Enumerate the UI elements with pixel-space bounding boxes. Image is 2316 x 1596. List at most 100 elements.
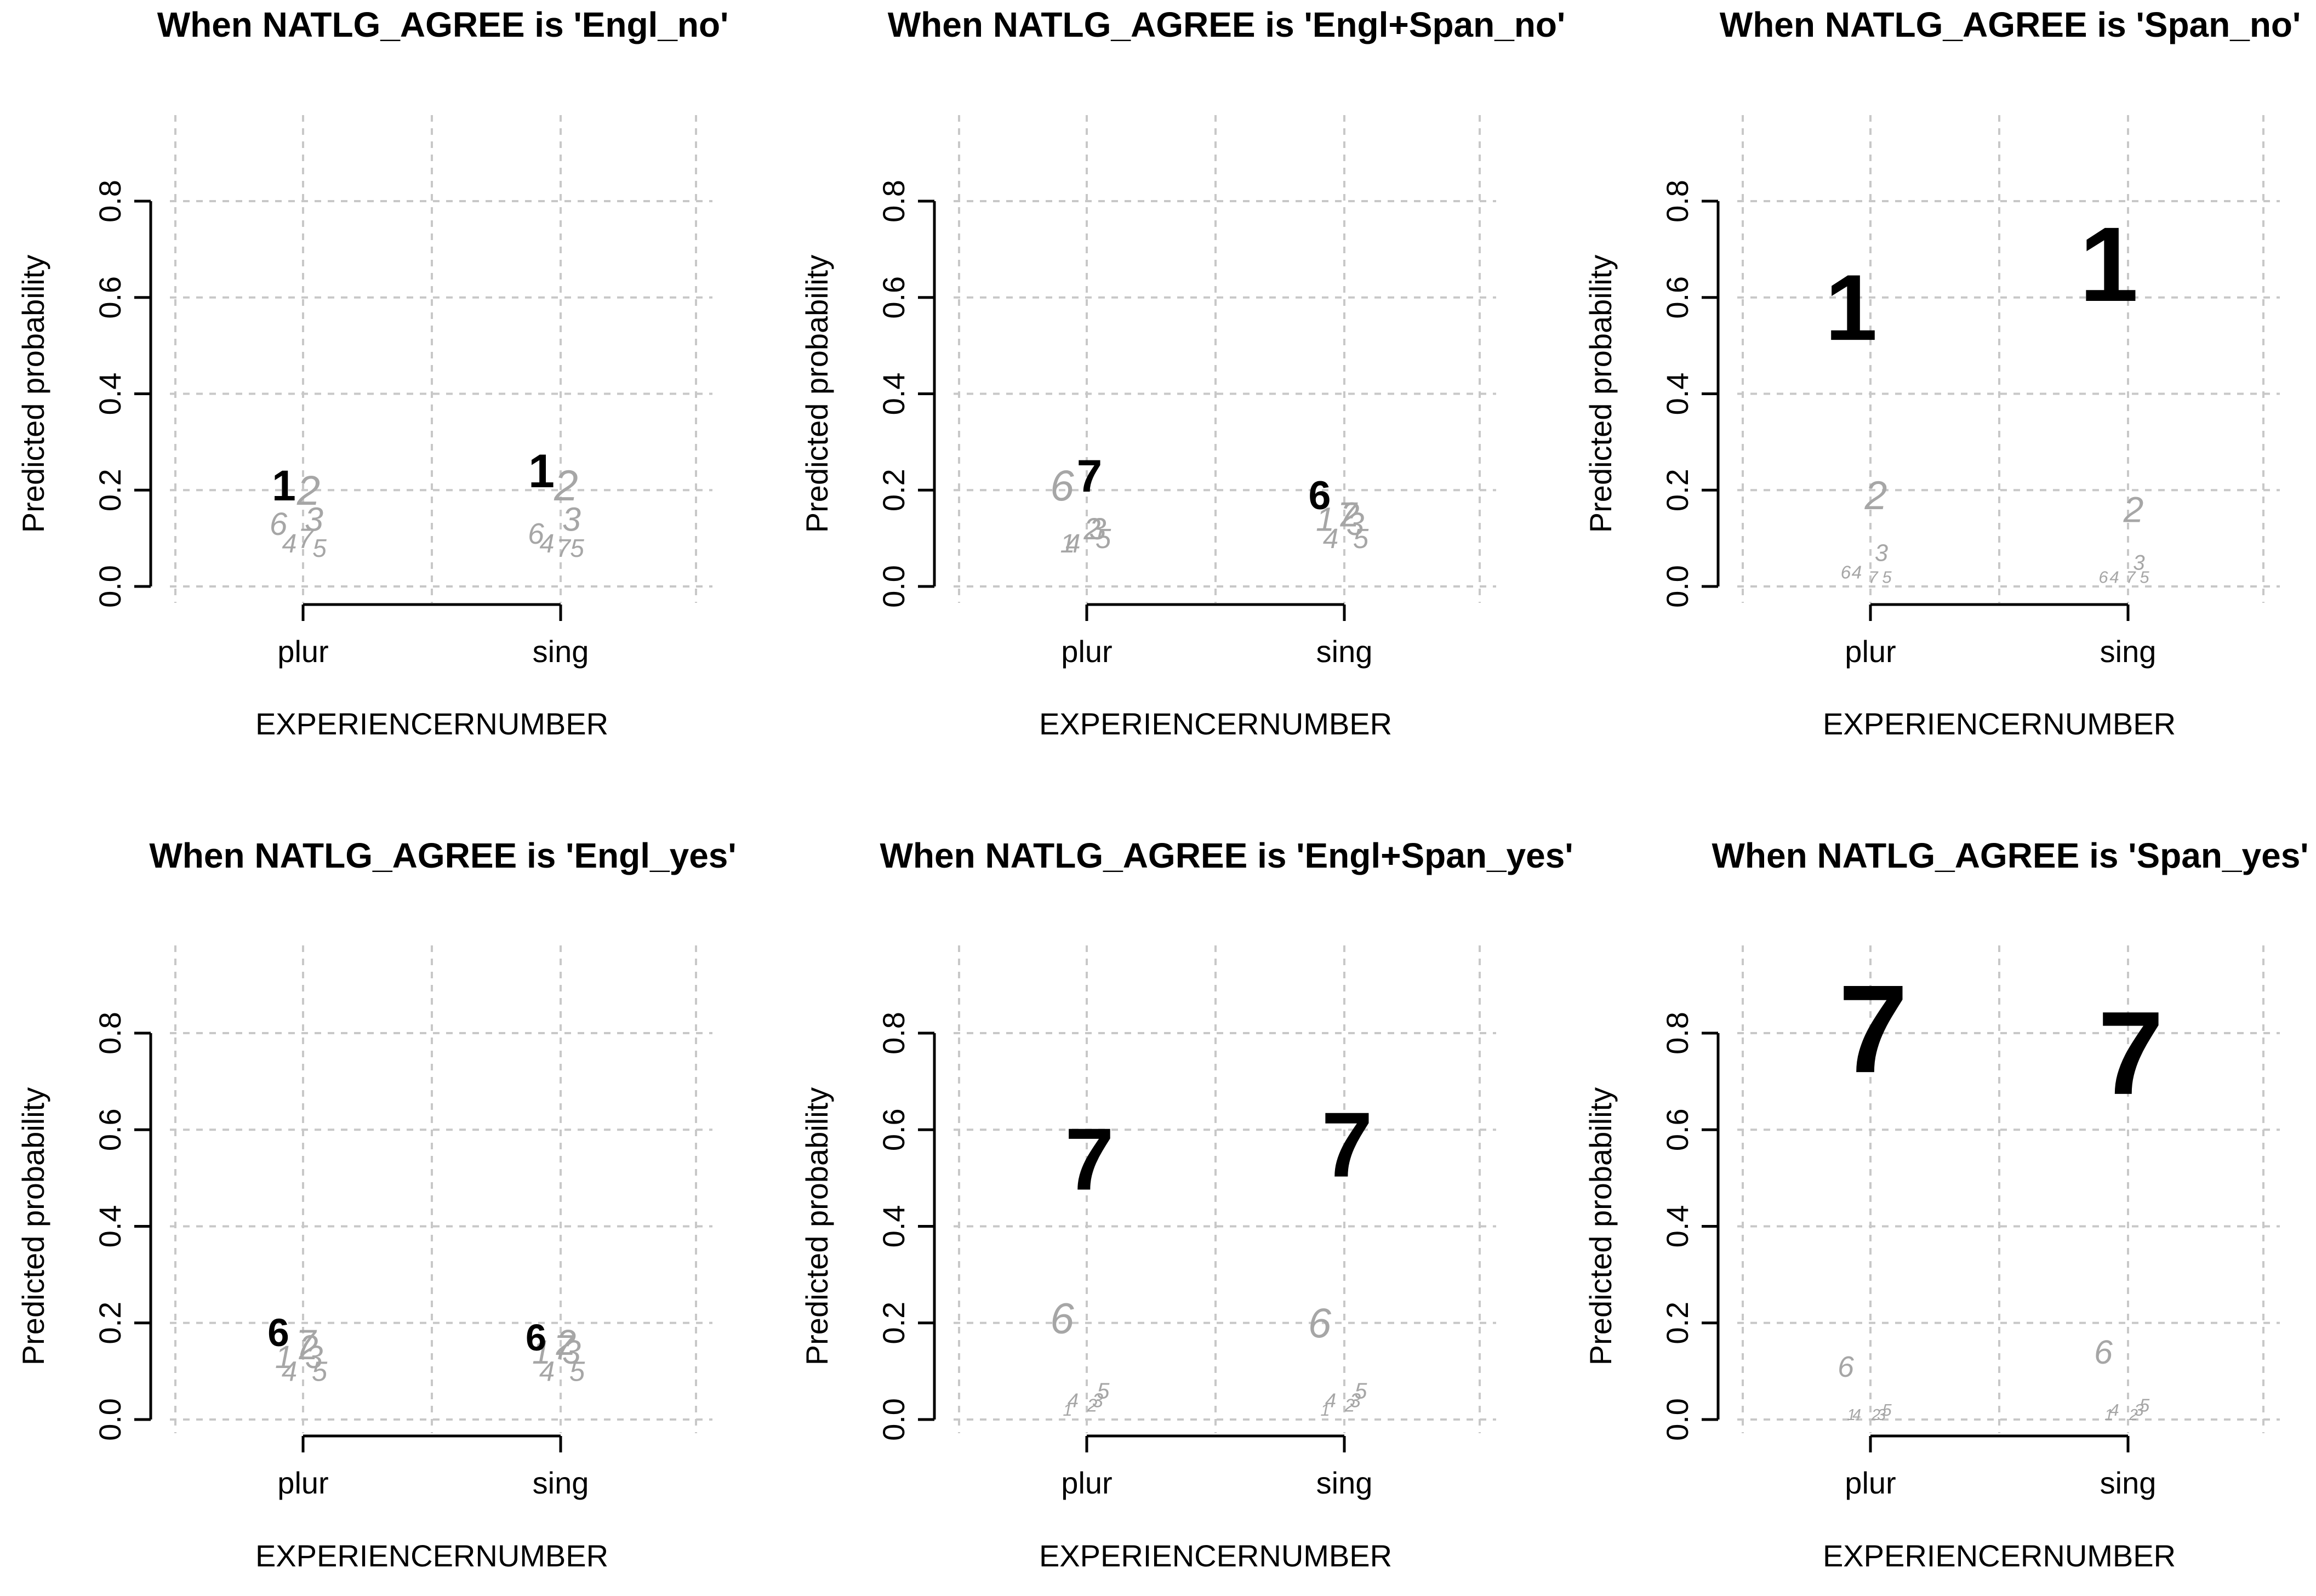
point-label-7-plur: 7 bbox=[1838, 959, 1908, 1099]
point-label-3-sing: 3 bbox=[1350, 1389, 1361, 1411]
y-tick-label: 0.0 bbox=[93, 1398, 127, 1441]
point-label-5-sing: 5 bbox=[2140, 567, 2149, 586]
y-tick-label: 0.6 bbox=[876, 276, 911, 319]
point-label-6-plur: 6 bbox=[270, 506, 288, 542]
point-label-3-sing: 3 bbox=[2134, 1400, 2143, 1420]
x-tick-label-sing: sing bbox=[2100, 1466, 2157, 1500]
point-label-6-sing: 6 bbox=[2098, 567, 2108, 586]
point-label-2-plur: 2 bbox=[1087, 1395, 1098, 1416]
point-label-5-plur: 5 bbox=[1882, 1400, 1892, 1420]
point-label-5-sing: 5 bbox=[569, 1356, 585, 1387]
point-label-1-plur: 1 bbox=[1060, 529, 1075, 558]
y-axis-label: Predicted probability bbox=[16, 255, 50, 533]
panel-6: 0.0 0.2 0.4 0.6 0.8 plur sing When NATLG_AGREE … bbox=[1583, 836, 2309, 1573]
y-axis-label: Predicted probability bbox=[16, 1087, 50, 1365]
point-label-5-plur: 5 bbox=[312, 1356, 328, 1387]
x-tick-label-sing: sing bbox=[2100, 634, 2157, 669]
y-tick-label: 0.8 bbox=[93, 180, 127, 223]
x-tick-label-plur: plur bbox=[1061, 1466, 1112, 1500]
y-tick-label: 0.2 bbox=[1660, 469, 1695, 511]
point-label-4-sing: 4 bbox=[1323, 523, 1338, 554]
point-label-2-plur: 2 bbox=[298, 1329, 318, 1367]
point-label-6-plur: 6 bbox=[1838, 1351, 1854, 1383]
point-label-1-plur: 1 bbox=[1063, 1400, 1072, 1420]
y-tick-label: 0.8 bbox=[93, 1012, 127, 1054]
x-axis-label: EXPERIENCERNUMBER bbox=[255, 1538, 608, 1573]
point-label-3-sing: 3 bbox=[562, 1333, 581, 1371]
x-tick-label-plur: plur bbox=[1845, 634, 1896, 669]
point-label-5-plur: 5 bbox=[1096, 523, 1111, 554]
y-tick-label: 0.8 bbox=[1660, 1012, 1695, 1054]
point-label-5-sing: 5 bbox=[2140, 1395, 2150, 1416]
point-label-7-sing: 7 bbox=[1321, 1093, 1373, 1196]
panel-title: When NATLG_AGREE is 'Engl+Span_yes' bbox=[880, 836, 1573, 875]
point-label-6-sing: 6 bbox=[526, 1316, 546, 1359]
point-label-3-plur: 3 bbox=[305, 1340, 323, 1375]
x-axis-label: EXPERIENCERNUMBER bbox=[1823, 1538, 2176, 1573]
point-label-5-plur: 5 bbox=[312, 534, 327, 562]
y-tick-label: 0.0 bbox=[876, 565, 911, 608]
y-tick-label: 0.6 bbox=[1660, 276, 1695, 319]
y-tick-label: 0.4 bbox=[93, 373, 127, 415]
x-axis-label: EXPERIENCERNUMBER bbox=[1039, 1538, 1392, 1573]
panel-title: When NATLG_AGREE is 'Span_yes' bbox=[1712, 836, 2308, 875]
point-label-5-plur: 5 bbox=[1097, 1378, 1110, 1403]
x-axis-label: EXPERIENCERNUMBER bbox=[1823, 706, 2176, 741]
point-label-6-plur: 6 bbox=[1050, 1294, 1074, 1342]
point-label-6-sing: 6 bbox=[2094, 1333, 2113, 1371]
point-label-1-sing: 1 bbox=[1320, 1400, 1330, 1420]
y-axis-label: Predicted probability bbox=[1583, 1087, 1618, 1365]
point-label-1-plur: 1 bbox=[1825, 255, 1877, 360]
y-tick-label: 0.4 bbox=[876, 1205, 911, 1248]
point-label-4-plur: 4 bbox=[1852, 1406, 1861, 1424]
point-label-7-plur: 7 bbox=[1065, 1110, 1114, 1209]
point-label-7-plur: 7 bbox=[298, 523, 315, 554]
point-label-5-sing: 5 bbox=[1353, 523, 1369, 554]
y-axis-label: Predicted probability bbox=[1583, 255, 1618, 533]
point-label-2-sing: 2 bbox=[554, 461, 578, 510]
y-tick-label: 0.2 bbox=[1660, 1302, 1695, 1344]
point-label-2-plur: 2 bbox=[1864, 472, 1887, 518]
point-label-3-plur: 3 bbox=[1875, 540, 1888, 567]
point-label-7-sing: 7 bbox=[556, 534, 571, 562]
point-label-5-plur: 5 bbox=[1882, 567, 1892, 586]
point-label-2-sing: 2 bbox=[1344, 1395, 1355, 1416]
point-label-1-sing: 1 bbox=[1316, 500, 1334, 538]
point-label-1-sing: 1 bbox=[528, 445, 555, 498]
x-tick-label-sing: sing bbox=[533, 634, 589, 669]
panel-title: When NATLG_AGREE is 'Engl+Span_no' bbox=[888, 5, 1565, 44]
y-tick-label: 0.6 bbox=[93, 276, 127, 319]
point-label-3-plur: 3 bbox=[1089, 511, 1106, 546]
point-label-3-sing: 3 bbox=[1347, 506, 1365, 542]
point-label-4-plur: 4 bbox=[282, 1356, 297, 1387]
point-label-7-plur: 7 bbox=[1868, 567, 1879, 586]
point-label-6-sing: 6 bbox=[1308, 1300, 1332, 1347]
point-label-1-plur: 1 bbox=[272, 461, 296, 510]
y-tick-label: 0.6 bbox=[93, 1108, 127, 1151]
y-tick-label: 0.4 bbox=[1660, 373, 1695, 415]
point-label-4-sing: 4 bbox=[540, 529, 555, 558]
point-label-3-plur: 3 bbox=[305, 500, 323, 538]
panel-4: 0.0 0.2 0.4 0.6 0.8 plur sing When NATLG_AGREE … bbox=[16, 836, 737, 1573]
point-label-4-plur: 4 bbox=[1852, 562, 1862, 583]
x-tick-label-sing: sing bbox=[533, 1466, 589, 1500]
x-axis-label: EXPERIENCERNUMBER bbox=[255, 706, 608, 741]
point-label-4-plur: 4 bbox=[1068, 1389, 1079, 1411]
point-label-2-sing: 2 bbox=[556, 1322, 577, 1363]
point-label-1-plur: 1 bbox=[1847, 1406, 1856, 1424]
y-tick-label: 0.2 bbox=[876, 469, 911, 511]
x-tick-label-plur: plur bbox=[277, 1466, 328, 1500]
x-tick-label-sing: sing bbox=[1316, 634, 1373, 669]
point-label-5-sing: 5 bbox=[570, 534, 584, 562]
point-label-7-sing: 7 bbox=[1337, 495, 1358, 534]
point-label-1-plur: 1 bbox=[275, 1340, 293, 1375]
point-label-2-sing: 2 bbox=[2123, 489, 2144, 530]
point-label-6-plur: 6 bbox=[267, 1312, 289, 1355]
point-label-2-sing: 2 bbox=[1339, 495, 1359, 534]
y-tick-label: 0.6 bbox=[876, 1108, 911, 1151]
panel-3: 0.0 0.2 0.4 0.6 0.8 plur sing When NATLG_AGREE … bbox=[1583, 5, 2301, 741]
point-label-4-plur: 4 bbox=[282, 529, 297, 558]
point-label-7-plur: 7 bbox=[296, 1322, 317, 1363]
point-label-4-sing: 4 bbox=[2109, 567, 2119, 586]
